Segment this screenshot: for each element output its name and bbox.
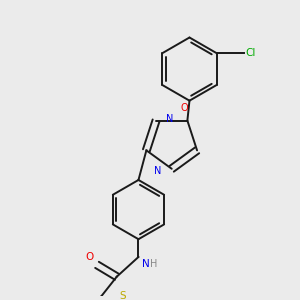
Text: O: O <box>181 103 188 113</box>
Text: Cl: Cl <box>245 48 256 58</box>
Text: S: S <box>119 291 126 300</box>
Text: O: O <box>86 252 94 262</box>
Text: N: N <box>142 259 150 269</box>
Text: N: N <box>154 166 162 176</box>
Text: N: N <box>166 114 173 124</box>
Text: H: H <box>150 259 158 269</box>
